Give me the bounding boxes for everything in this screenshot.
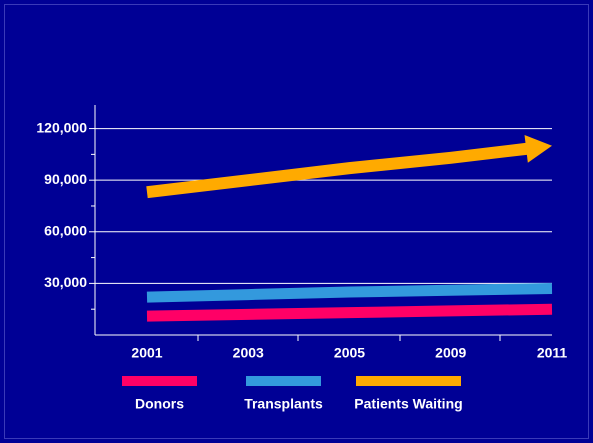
legend-swatch — [356, 376, 461, 386]
y-tick-label: 30,000 — [44, 274, 87, 290]
x-tick-label: 2005 — [334, 345, 365, 361]
series-line — [146, 283, 553, 303]
x-tick-label: 2003 — [233, 345, 264, 361]
legend-label: Transplants — [244, 396, 323, 412]
y-tick-label: 120,000 — [36, 119, 87, 135]
x-minor-ticks — [197, 335, 501, 341]
legend-label: Donors — [135, 396, 184, 412]
legend-label: Patients Waiting — [354, 396, 462, 412]
series-line — [146, 142, 529, 199]
y-tick-label: 60,000 — [44, 222, 87, 238]
x-tick-label: 2001 — [131, 345, 162, 361]
x-tick-label: 2009 — [435, 345, 466, 361]
y-tick-label: 90,000 — [44, 171, 87, 187]
frame — [4, 4, 589, 439]
series-line — [146, 303, 553, 322]
legend-swatch — [246, 376, 321, 386]
x-tick-label: 2011 — [537, 345, 568, 361]
arrow-head — [524, 134, 552, 163]
legend-swatch — [122, 376, 197, 386]
